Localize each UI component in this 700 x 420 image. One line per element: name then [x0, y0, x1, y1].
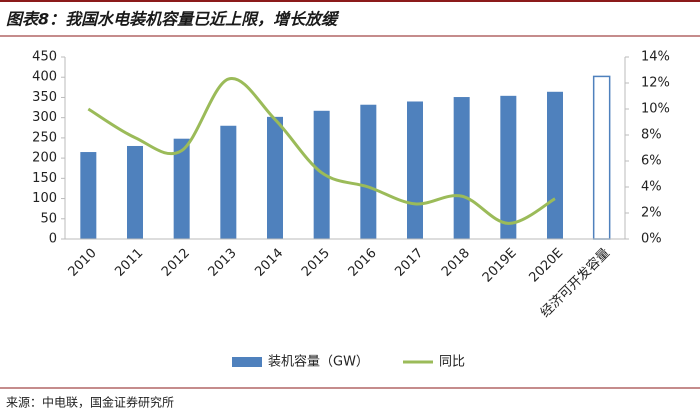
- y2-tick-label: 10%: [641, 102, 670, 117]
- y2-tick-label: 8%: [641, 128, 662, 143]
- y-tick-label: 300: [32, 110, 57, 125]
- bar: [407, 101, 423, 239]
- x-tick-label: 2014: [252, 246, 286, 280]
- x-tick-label: 2013: [206, 246, 240, 280]
- y-tick-label: 200: [32, 151, 57, 166]
- y-tick-label: 0: [49, 232, 57, 247]
- x-tick-label: 2012: [159, 246, 193, 280]
- bar: [127, 145, 143, 239]
- bar: [220, 125, 237, 239]
- y-tick-label: 400: [32, 70, 57, 85]
- x-tick-label: 2011: [112, 246, 146, 280]
- bar: [313, 110, 330, 240]
- chart-title: 图表8：我国水电装机容量已近上限，增长放缓: [6, 10, 340, 29]
- bar: [547, 91, 563, 239]
- y-tick-label: 100: [32, 191, 57, 206]
- y2-tick-label: 4%: [641, 180, 662, 195]
- bar: [500, 95, 517, 240]
- y-tick-label: 50: [40, 211, 57, 226]
- y2-tick-label: 14%: [641, 50, 670, 65]
- y2-tick-label: 2%: [641, 206, 662, 221]
- bar: [592, 75, 611, 240]
- legend-label: 同比: [439, 355, 465, 370]
- x-tick-label: 2010: [66, 246, 100, 280]
- bar: [173, 138, 190, 239]
- y2-tick-label: 12%: [641, 76, 670, 91]
- y2-tick-label: 6%: [641, 154, 662, 169]
- x-tick-label: 2019E: [480, 246, 520, 286]
- bar: [360, 104, 377, 239]
- y2-tick-label: 0%: [641, 232, 662, 247]
- legend-swatch: [232, 357, 262, 367]
- source: 来源：中电联，国金证券研究所: [6, 395, 174, 410]
- x-tick-label: 2018: [439, 246, 473, 280]
- y-tick-label: 450: [32, 50, 57, 65]
- y-tick-label: 150: [32, 171, 57, 186]
- x-tick-label: 2016: [346, 246, 380, 280]
- legend-label: 装机容量（GW）: [268, 354, 369, 370]
- bar: [80, 152, 97, 239]
- line: [87, 77, 556, 225]
- x-tick-label: 2020E: [526, 246, 566, 286]
- y-tick-label: 250: [32, 130, 57, 145]
- x-tick-label: 2015: [299, 246, 333, 280]
- bar: [453, 97, 470, 239]
- y-tick-label: 350: [32, 90, 57, 105]
- bar: [267, 116, 283, 239]
- x-tick-label: 2017: [392, 246, 426, 280]
